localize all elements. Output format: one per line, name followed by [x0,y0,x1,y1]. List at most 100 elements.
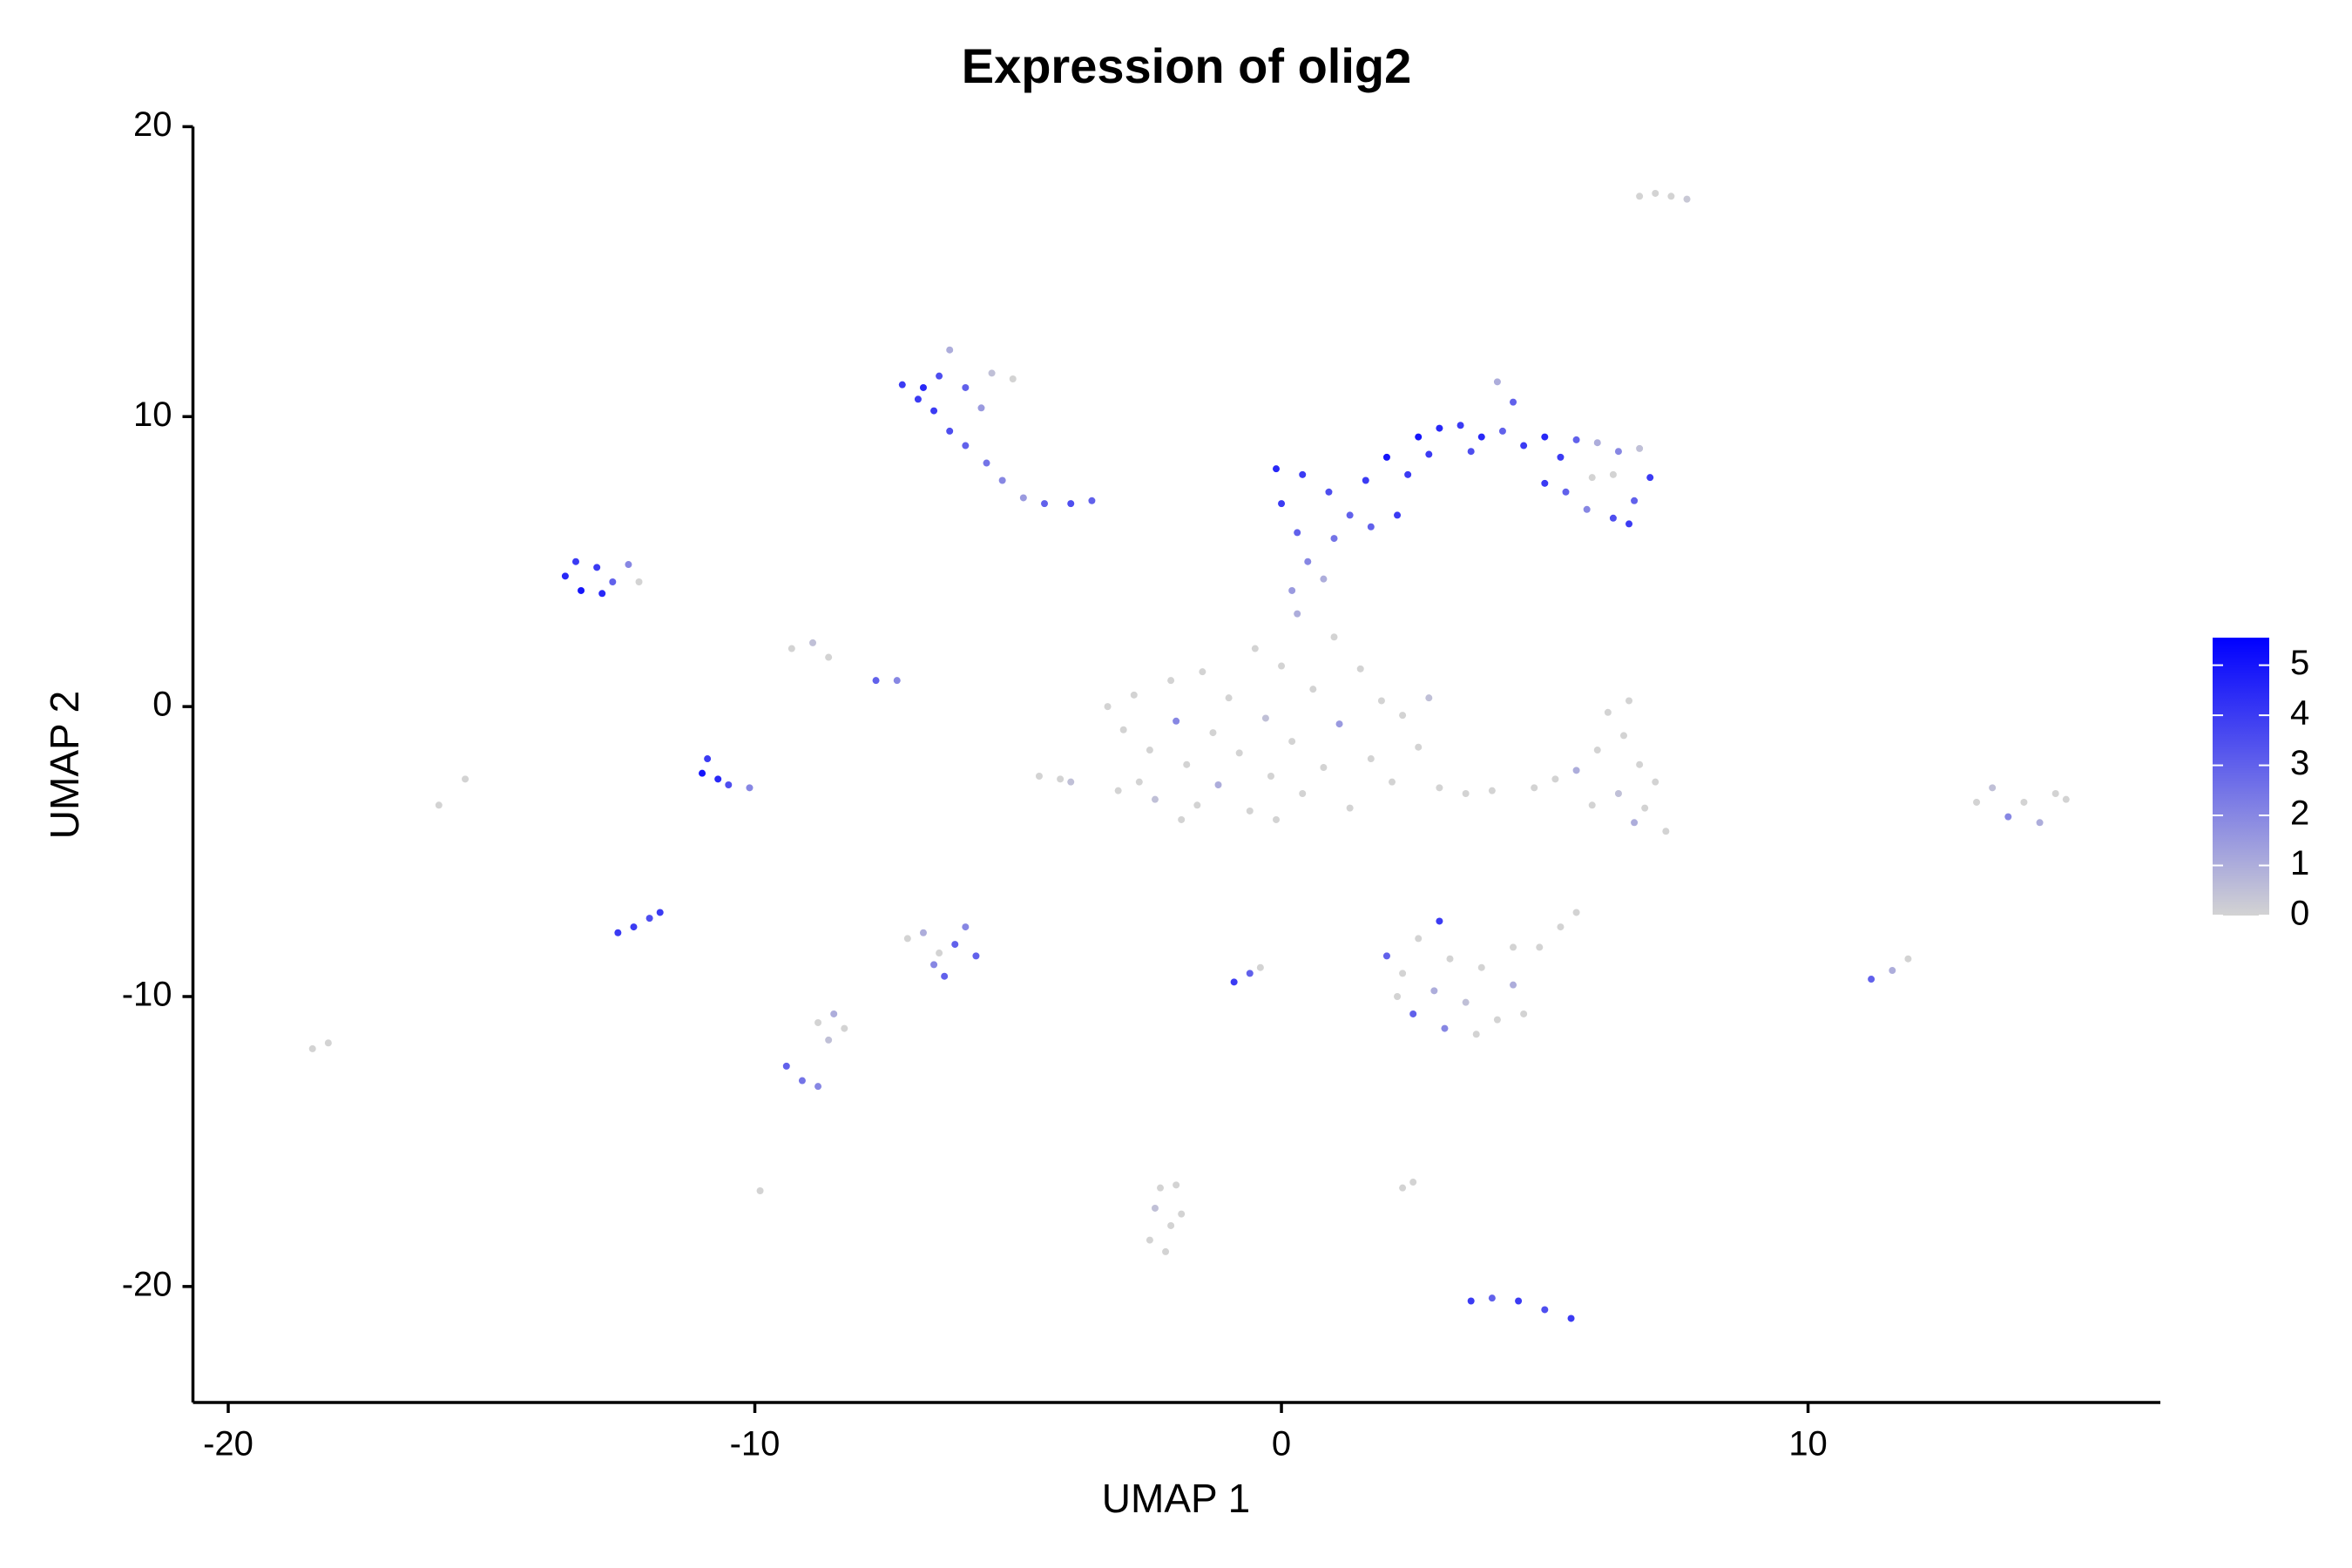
cell-point [593,564,601,571]
cell-point [1662,828,1670,835]
cell-point [1399,712,1407,720]
cell-point [1889,967,1896,975]
cell-point [1604,708,1612,716]
cell-point [814,1018,822,1026]
cell-point [1641,804,1649,812]
cell-point [1614,448,1622,456]
cell-point [1067,778,1075,786]
cell-point [1614,789,1622,797]
cell-point [645,915,653,923]
cell-point [1377,697,1385,705]
cell-point [1214,781,1222,789]
cell-point [1625,697,1633,705]
cell-point [1488,787,1496,794]
cell-point [1609,470,1617,478]
cell-point [1562,488,1570,496]
cell-point [814,1083,822,1091]
cell-point [1104,703,1112,711]
cell-point [1256,963,1264,971]
cell-point [1309,686,1317,693]
cell-point [1294,529,1301,537]
x-axis-label: UMAP 1 [1102,1476,1250,1521]
cell-point [1273,465,1281,473]
cell-point [756,1187,764,1195]
cell-point [704,755,712,763]
colorbar-label: 5 [2290,644,2309,682]
colorbar-label: 2 [2290,794,2309,833]
cell-point [830,1010,838,1017]
cell-point [1493,378,1501,386]
cell-point [1193,801,1201,809]
cell-point [1520,442,1528,449]
cell-point [1652,778,1659,786]
cell-point [1151,795,1159,803]
cell-point [977,404,985,412]
cell-point [872,677,880,685]
cell-point [1477,433,1485,441]
cell-point [1989,784,1997,792]
cell-point [462,775,470,783]
cell-point [988,369,996,377]
cell-point [983,459,990,467]
x-tick-label: 10 [1788,1425,1828,1463]
cell-point [1225,694,1233,702]
cell-point [1631,497,1639,504]
cell-point [1498,427,1506,435]
cell-point [1462,998,1470,1006]
cell-point [1299,789,1307,797]
cell-point [699,769,706,777]
cell-point [1646,474,1654,482]
cell-point [936,950,943,957]
cell-point [1389,778,1396,786]
cell-point [1593,439,1601,447]
cell-point [1436,917,1443,925]
cell-point [1625,520,1633,528]
cell-point [1572,767,1580,774]
cell-point [825,653,833,661]
cell-point [1330,633,1338,641]
cell-point [1320,764,1328,772]
cell-point [1278,500,1286,508]
cell-point [1436,784,1443,792]
cell-point [1320,575,1328,583]
cell-point [1041,500,1049,508]
cell-point [1520,1010,1528,1017]
cell-point [1114,787,1122,794]
cell-point [1288,738,1296,746]
cell-point [1167,1221,1175,1229]
cell-point [946,427,954,435]
cell-point [1515,1297,1523,1305]
cell-point [1335,720,1343,728]
cell-point [1425,450,1433,458]
cell-point [1683,195,1691,203]
cell-point [2004,813,2012,821]
cell-point [798,1077,806,1085]
cell-point [1588,801,1596,809]
cell-point [972,952,980,960]
cell-point [1462,789,1470,797]
cell-point [1493,1016,1501,1024]
cell-point [1667,193,1675,200]
y-tick-label: 0 [152,686,172,724]
y-tick-label: -20 [122,1265,172,1303]
cell-point [1583,505,1591,513]
cell-point [2020,798,2028,806]
cell-point [1415,743,1423,751]
cell-point [561,572,569,580]
cell-point [598,590,606,598]
cell-point [746,784,754,792]
cell-point [1430,987,1438,995]
cell-point [919,383,927,391]
cell-point [1267,773,1274,781]
y-tick-label: 20 [133,105,172,144]
cell-point [1541,479,1549,487]
chart-title: Expression of olig2 [962,38,1412,93]
cell-point [841,1024,848,1032]
cell-point [1330,535,1338,543]
cell-point [1488,1294,1496,1302]
cell-point [1151,1204,1159,1212]
cell-point [1441,1024,1449,1032]
cell-point [1173,1181,1180,1189]
cell-point [1273,815,1281,823]
cell-point [825,1036,833,1044]
